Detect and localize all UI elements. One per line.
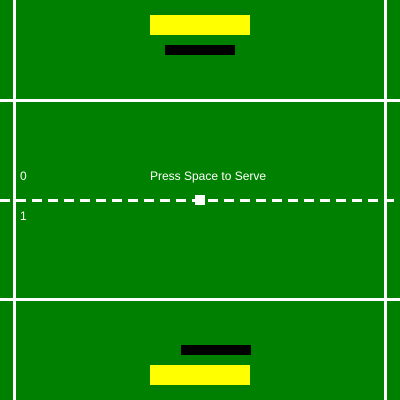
bottom-service-line — [0, 298, 400, 301]
top-service-line — [0, 99, 400, 102]
bottom-player-bar — [150, 365, 250, 385]
top-player-bar — [150, 15, 250, 35]
bottom-paddle — [181, 345, 251, 355]
top-player-score: 0 — [20, 169, 27, 183]
ball — [195, 195, 205, 205]
serve-prompt: Press Space to Serve — [150, 169, 267, 183]
top-paddle — [165, 45, 235, 55]
bottom-player-score: 1 — [20, 209, 27, 223]
